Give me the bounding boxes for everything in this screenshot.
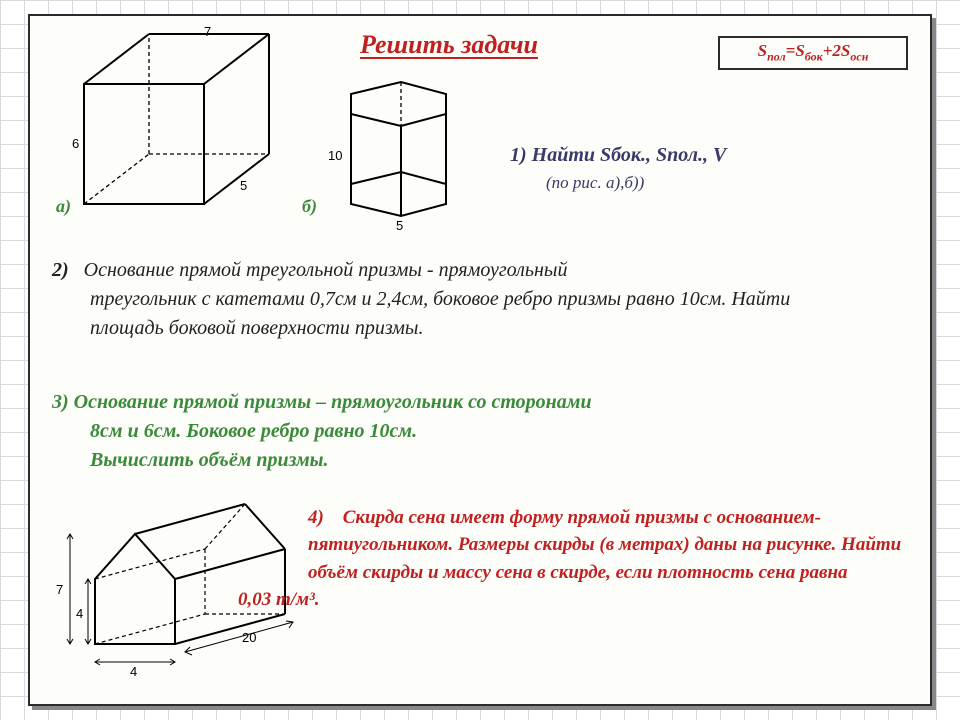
task-3-num: 3) — [52, 391, 69, 413]
task-4-num: 4) — [308, 504, 338, 531]
fig-c-length: 20 — [242, 630, 256, 645]
content-board: Решить задачи Sпол=Sбок+2Sосн 7 6 5 а) — [28, 14, 932, 706]
fig-a-dim-front: 5 — [240, 178, 247, 193]
figure-b: 10 5 — [306, 64, 476, 234]
task-3-rest: 8см и 6см. Боковое ребро равно 10см. Выч… — [90, 417, 812, 475]
task-2-rest: треугольник с катетами 0,7см и 2,4см, бо… — [90, 285, 812, 343]
formula-box: Sпол=Sбок+2Sосн — [718, 36, 908, 70]
task-4-text: Скирда сена имеет форму прямой призмы с … — [308, 507, 901, 583]
task-1-line2: (по рис. а),б)) — [546, 173, 726, 193]
fig-c-h-total: 7 — [56, 582, 63, 597]
task-3: 3) Основание прямой призмы – прямоугольн… — [52, 388, 812, 475]
fig-a-dim-side: 6 — [72, 136, 79, 151]
task-2-first: Основание прямой треугольной призмы - пр… — [84, 259, 568, 281]
figure-a: 7 6 5 — [54, 24, 284, 224]
fig-c-h-wall: 4 — [76, 606, 83, 621]
figure-b-label: б) — [302, 196, 317, 217]
figure-a-label: а) — [56, 196, 71, 217]
page-title: Решить задачи — [360, 30, 538, 60]
task-3-first: Основание прямой призмы – прямоугольник … — [74, 391, 592, 413]
formula-text: Sпол=Sбок+2Sосн — [758, 41, 869, 64]
task-1-line1: 1) Найти Sбок., Sпол., V — [510, 144, 726, 167]
fig-c-width: 4 — [130, 664, 137, 679]
fig-b-base: 5 — [396, 218, 403, 233]
task-4: 4) Скирда сена имеет форму прямой призмы… — [308, 504, 912, 613]
task-2-num: 2) — [52, 259, 69, 281]
task-4-tail: 0,03 т/м³. — [238, 586, 912, 613]
fig-b-height: 10 — [328, 148, 342, 163]
task-1: 1) Найти Sбок., Sпол., V (по рис. а),б)) — [510, 144, 726, 193]
task-2: 2) Основание прямой треугольной призмы -… — [52, 256, 812, 343]
fig-a-dim-top: 7 — [204, 24, 211, 39]
